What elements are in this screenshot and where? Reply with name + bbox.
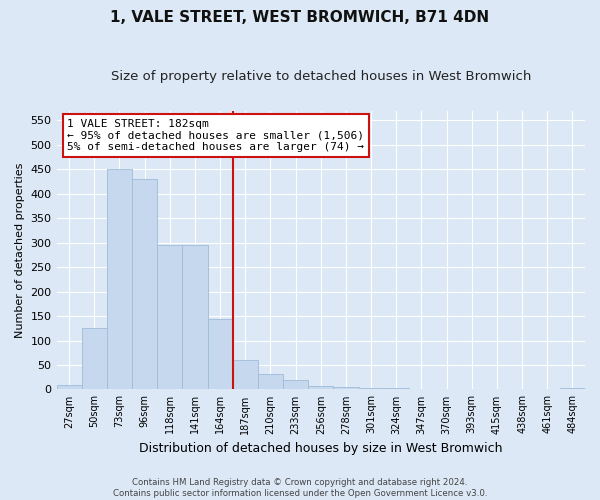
Bar (258, 374, 283, 390)
Bar (107, 170, 132, 390)
Text: 1, VALE STREET, WEST BROMWICH, B71 4DN: 1, VALE STREET, WEST BROMWICH, B71 4DN (110, 10, 490, 25)
Bar (82, 328, 107, 390)
Bar (308, 386, 334, 390)
Bar (334, 387, 359, 390)
Bar (359, 388, 383, 390)
Bar (157, 245, 182, 390)
Text: Contains HM Land Registry data © Crown copyright and database right 2024.
Contai: Contains HM Land Registry data © Crown c… (113, 478, 487, 498)
Bar (383, 388, 409, 390)
Text: 1 VALE STREET: 182sqm
← 95% of detached houses are smaller (1,506)
5% of semi-de: 1 VALE STREET: 182sqm ← 95% of detached … (67, 119, 364, 152)
Y-axis label: Number of detached properties: Number of detached properties (15, 162, 25, 338)
Bar (182, 245, 208, 390)
Title: Size of property relative to detached houses in West Bromwich: Size of property relative to detached ho… (110, 70, 531, 83)
Bar (56, 384, 82, 390)
X-axis label: Distribution of detached houses by size in West Bromwich: Distribution of detached houses by size … (139, 442, 503, 455)
Bar (233, 360, 258, 390)
Bar (283, 380, 308, 390)
Bar (132, 179, 157, 390)
Bar (560, 388, 585, 390)
Bar (208, 320, 233, 390)
